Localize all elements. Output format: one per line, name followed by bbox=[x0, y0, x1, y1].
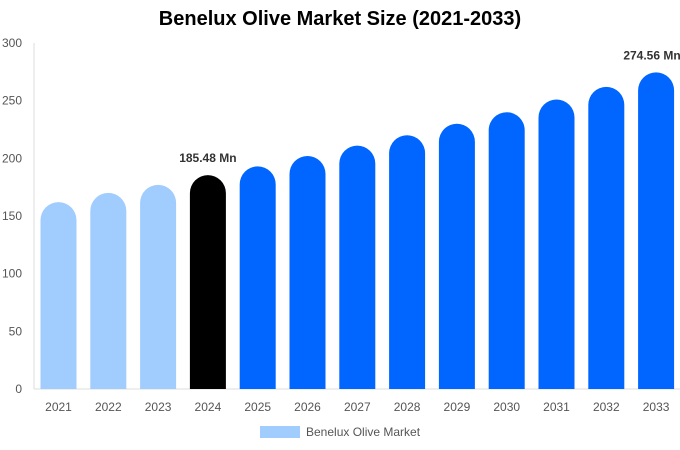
bar-2023[interactable] bbox=[140, 184, 177, 389]
y-tick-label: 300 bbox=[2, 36, 22, 50]
y-tick-label: 200 bbox=[2, 151, 22, 165]
legend-label: Benelux Olive Market bbox=[306, 425, 421, 439]
legend[interactable]: Benelux Olive Market bbox=[260, 425, 420, 439]
bar-2022[interactable] bbox=[90, 192, 127, 389]
y-tick-label: 150 bbox=[2, 209, 22, 223]
bar-2030[interactable] bbox=[488, 112, 525, 389]
x-tick-label: 2030 bbox=[493, 400, 520, 414]
bar-2024[interactable] bbox=[189, 175, 226, 389]
bar-2033[interactable] bbox=[638, 72, 675, 390]
x-tick-label: 2024 bbox=[195, 400, 222, 414]
bar-2026[interactable] bbox=[289, 156, 326, 389]
x-tick-label: 2025 bbox=[244, 400, 271, 414]
y-tick-label: 100 bbox=[2, 267, 22, 281]
x-tick-label: 2031 bbox=[543, 400, 570, 414]
legend-swatch bbox=[260, 426, 300, 438]
y-tick-label: 250 bbox=[2, 94, 22, 108]
y-tick-label: 50 bbox=[9, 324, 23, 338]
bar-2021[interactable] bbox=[40, 202, 77, 389]
bar-2025[interactable] bbox=[239, 166, 276, 389]
x-tick-label: 2033 bbox=[643, 400, 670, 414]
x-tick-label: 2026 bbox=[294, 400, 321, 414]
bar-2028[interactable] bbox=[389, 135, 426, 389]
x-tick-label: 2027 bbox=[344, 400, 371, 414]
x-tick-label: 2023 bbox=[145, 400, 172, 414]
bar-2029[interactable] bbox=[438, 123, 475, 389]
data-label: 185.48 Mn bbox=[179, 151, 236, 165]
data-label: 274.56 Mn bbox=[623, 48, 680, 62]
chart-title: Benelux Olive Market Size (2021-2033) bbox=[158, 8, 522, 30]
x-tick-label: 2021 bbox=[45, 400, 72, 414]
bar-2031[interactable] bbox=[538, 99, 575, 389]
x-tick-label: 2032 bbox=[593, 400, 620, 414]
x-tick-label: 2022 bbox=[95, 400, 122, 414]
x-tick-label: 2029 bbox=[444, 400, 471, 414]
y-tick-label: 0 bbox=[15, 382, 22, 396]
bar-2032[interactable] bbox=[588, 86, 625, 390]
bar-2027[interactable] bbox=[339, 145, 376, 389]
x-tick-label: 2028 bbox=[394, 400, 421, 414]
